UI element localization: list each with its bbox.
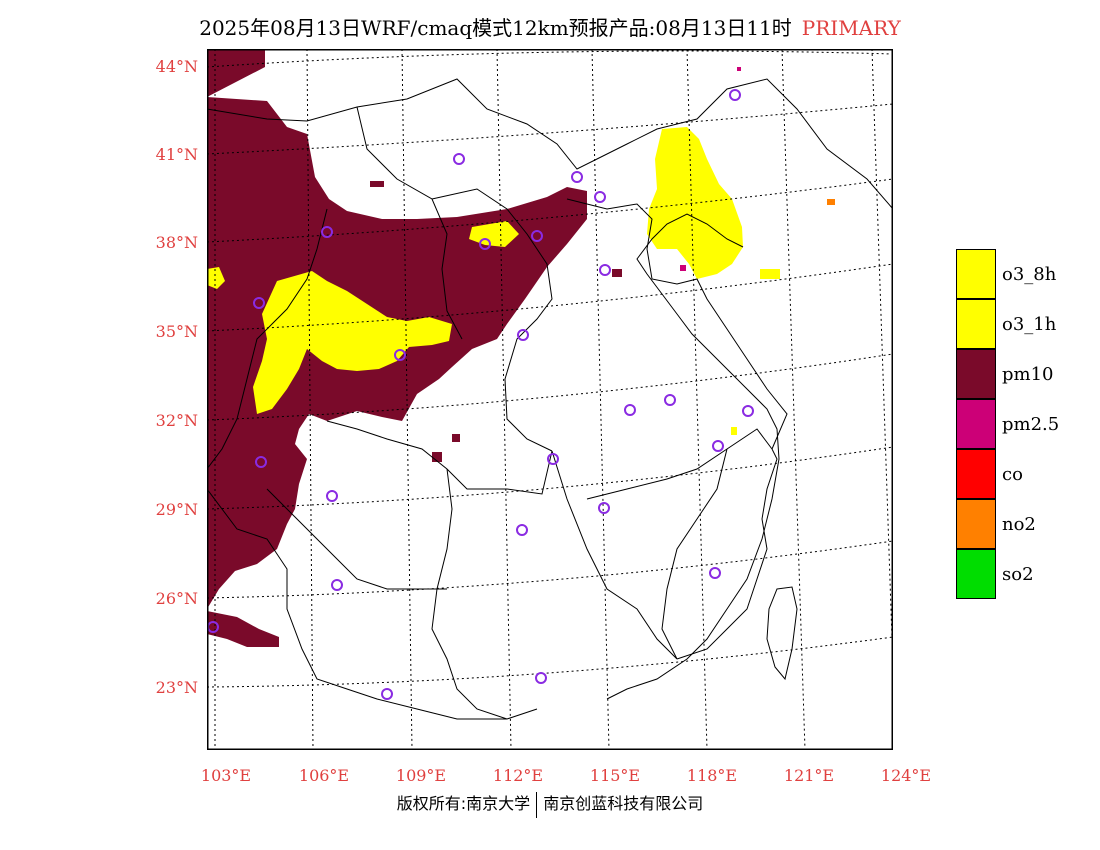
o3-central-region [253, 271, 452, 414]
pm10-dot [370, 181, 384, 187]
no2-dot [827, 199, 835, 205]
map-frame [207, 49, 893, 750]
boundaries [207, 78, 893, 720]
pm10-south-patch [207, 611, 279, 647]
legend-label-pm25: pm2.5 [1002, 414, 1060, 435]
legend-swatch-co [956, 449, 996, 499]
lon-label-103: 103°E [200, 766, 252, 785]
lon-label-118: 118°E [686, 766, 738, 785]
lat-label-41: 41°N [155, 145, 198, 164]
legend-label-pm10: pm10 [1002, 364, 1054, 385]
pm10-dot [452, 434, 460, 442]
copyright-footer: 版权所有:南京大学 南京创蓝科技有限公司 [0, 790, 1100, 818]
lat-label-32: 32°N [155, 411, 198, 430]
legend-label-o3-1h: o3_1h [1002, 314, 1057, 335]
lat-label-44: 44°N [155, 57, 198, 76]
lat-label-38: 38°N [155, 233, 198, 252]
pm25-dot [737, 67, 741, 71]
legend-label-so2: so2 [1002, 564, 1034, 585]
lon-label-121: 121°E [783, 766, 835, 785]
lat-label-26: 26°N [155, 589, 198, 608]
legend-label-no2: no2 [1002, 514, 1036, 535]
pm10-dot [612, 269, 622, 277]
pm10-dot [432, 452, 442, 462]
lon-label-106: 106°E [298, 766, 350, 785]
pm25-dot [680, 265, 686, 271]
lat-label-29: 29°N [155, 500, 198, 519]
lat-label-35: 35°N [155, 322, 198, 341]
legend-swatch-pm10 [956, 349, 996, 399]
o3-dot [760, 269, 780, 279]
legend-swatch-o3-1h [956, 299, 996, 349]
lon-label-115: 115°E [589, 766, 641, 785]
taiwan-island [766, 586, 798, 681]
lat-label-23: 23°N [155, 678, 198, 697]
legend-swatch-so2 [956, 549, 996, 599]
legend-label-o3-8h: o3_8h [1002, 264, 1057, 285]
legend-label-co: co [1002, 464, 1023, 485]
legend-swatch-pm25 [956, 399, 996, 449]
lon-label-112: 112°E [492, 766, 544, 785]
o3-northeast-region [647, 127, 743, 279]
coastline [606, 213, 780, 700]
legend-swatch-no2 [956, 499, 996, 549]
o3-dot [731, 427, 737, 435]
title-main: 2025年08月13日WRF/cmaq模式12km预报产品:08月13日11时 [199, 16, 792, 40]
o3-west-edge [207, 267, 225, 289]
footer-separator [536, 791, 538, 818]
legend-swatch-o3-8h [956, 249, 996, 299]
map-title: 2025年08月13日WRF/cmaq模式12km预报产品:08月13日11时 P… [0, 12, 1100, 41]
city-markers [207, 89, 754, 700]
lon-label-109: 109°E [395, 766, 447, 785]
copyright-right: 南京创蓝科技有限公司 [543, 794, 704, 813]
graticule [207, 49, 893, 750]
copyright-left: 版权所有:南京大学 [396, 794, 531, 813]
lon-label-124: 124°E [880, 766, 932, 785]
forecast-map [207, 49, 893, 750]
title-tag: PRIMARY [801, 16, 901, 40]
